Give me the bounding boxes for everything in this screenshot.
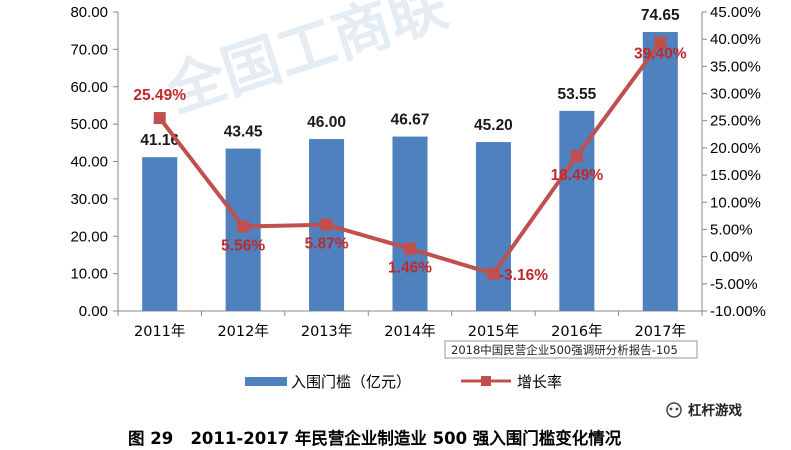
left-tick-label: 50.00 <box>70 116 108 133</box>
right-axis-ticks: -10.00% -5.00% 0.00% 5.00% 10.00% 15.00% 20.00… <box>702 4 766 320</box>
left-tick-label: 20.00 <box>70 228 108 245</box>
left-tick-label: 70.00 <box>70 41 108 58</box>
x-tick-label: 2012年 <box>217 323 268 340</box>
left-tick-label: 60.00 <box>70 79 108 96</box>
bar-data-label: 46.67 <box>391 112 430 129</box>
bar <box>559 110 595 311</box>
line-data-labels: 25.49% 5.56% 5.87% 1.46% -3.16% 18.49% 39.40% <box>133 45 686 283</box>
right-tick-label: 45.00% <box>710 4 761 21</box>
line-series <box>153 36 667 280</box>
brand-mark: 杠杆游戏 <box>666 402 742 419</box>
x-tick-label: 2015年 <box>468 323 519 340</box>
x-tick-label: 2013年 <box>301 323 352 340</box>
bar-data-label: 45.20 <box>474 117 513 134</box>
bar-data-label: 41.16 <box>140 132 179 149</box>
left-axis-ticks: 0.00 10.00 20.00 30.00 40.00 50.00 60.00 70.00 8… <box>70 4 118 320</box>
left-tick-label: 10.00 <box>70 266 108 283</box>
line-marker <box>654 36 667 49</box>
right-tick-label: 35.00% <box>710 58 761 75</box>
x-tick-label: 2016年 <box>551 323 602 340</box>
right-tick-label: -10.00% <box>710 303 766 320</box>
legend-line-label: 增长率 <box>517 373 562 391</box>
line-data-label: 1.46% <box>388 260 432 277</box>
left-tick-label: 40.00 <box>70 154 108 171</box>
right-tick-label: 40.00% <box>710 31 761 48</box>
right-tick-label: 20.00% <box>710 140 761 157</box>
legend-bar-label: 入围门槛（亿元） <box>291 373 411 391</box>
x-axis-ticks: 2011年 2012年 2013年 2014年 2015年 2016年 2017年 <box>117 311 703 340</box>
watermark: 全国工商联 <box>157 0 455 126</box>
left-tick-label: 30.00 <box>70 191 108 208</box>
legend-bar-swatch <box>245 377 287 386</box>
source-note-text: 2018中国民营企业500强调研分析报告-105 <box>451 343 678 357</box>
line-marker <box>153 112 166 125</box>
right-tick-label: 30.00% <box>710 86 761 103</box>
line-data-label: 25.49% <box>133 87 186 104</box>
brand-icon <box>666 402 682 418</box>
x-tick-label: 2011年 <box>134 323 185 340</box>
line-marker <box>320 218 333 231</box>
x-tick-label: 2017年 <box>635 323 686 340</box>
brand-icon-dot <box>669 407 673 411</box>
legend: 入围门槛（亿元） 增长率 <box>245 373 562 391</box>
right-tick-label: 25.00% <box>710 113 761 130</box>
bar-series <box>142 31 678 311</box>
right-tick-label: 0.00% <box>710 249 753 266</box>
bar <box>642 31 678 311</box>
line-data-label: 5.56% <box>221 237 265 254</box>
source-note-box <box>444 340 698 359</box>
line-marker <box>570 150 583 163</box>
x-tick-label: 2014年 <box>384 323 435 340</box>
source-note: 2018中国民营企业500强调研分析报告-105 <box>444 340 698 359</box>
watermark-text: 全国工商联 <box>157 0 455 126</box>
line-marker <box>404 242 416 255</box>
bar-data-label: 43.45 <box>224 124 263 141</box>
line-data-label: -3.16% <box>499 267 548 284</box>
bar-data-label: 53.55 <box>557 86 596 103</box>
left-tick-label: 0.00 <box>79 303 108 320</box>
brand-icon-dot-2 <box>675 407 679 411</box>
brand-text: 杠杆游戏 <box>688 402 742 419</box>
line-data-label: 18.49% <box>551 167 604 184</box>
left-tick-label: 80.00 <box>70 4 108 21</box>
line-marker <box>237 220 250 233</box>
bar <box>142 157 178 311</box>
bar <box>475 142 511 311</box>
bar-data-label: 74.65 <box>641 7 680 24</box>
legend-line-marker <box>481 376 491 386</box>
right-tick-label: 15.00% <box>710 167 761 184</box>
line-data-label: 5.87% <box>305 236 349 253</box>
figure-caption: 图 29 2011-2017 年民营企业制造业 500 强入围门槛变化情况 <box>128 428 622 448</box>
bar-data-labels: 41.16 43.45 46.00 46.67 45.20 53.55 74.65 <box>140 7 680 149</box>
right-tick-label: -5.00% <box>710 276 758 293</box>
bar <box>392 136 428 311</box>
line-marker <box>487 267 500 280</box>
bar-data-label: 46.00 <box>307 114 346 131</box>
right-tick-label: 5.00% <box>710 221 753 238</box>
right-tick-label: 10.00% <box>710 194 761 211</box>
line-data-label: 39.40% <box>634 45 687 62</box>
